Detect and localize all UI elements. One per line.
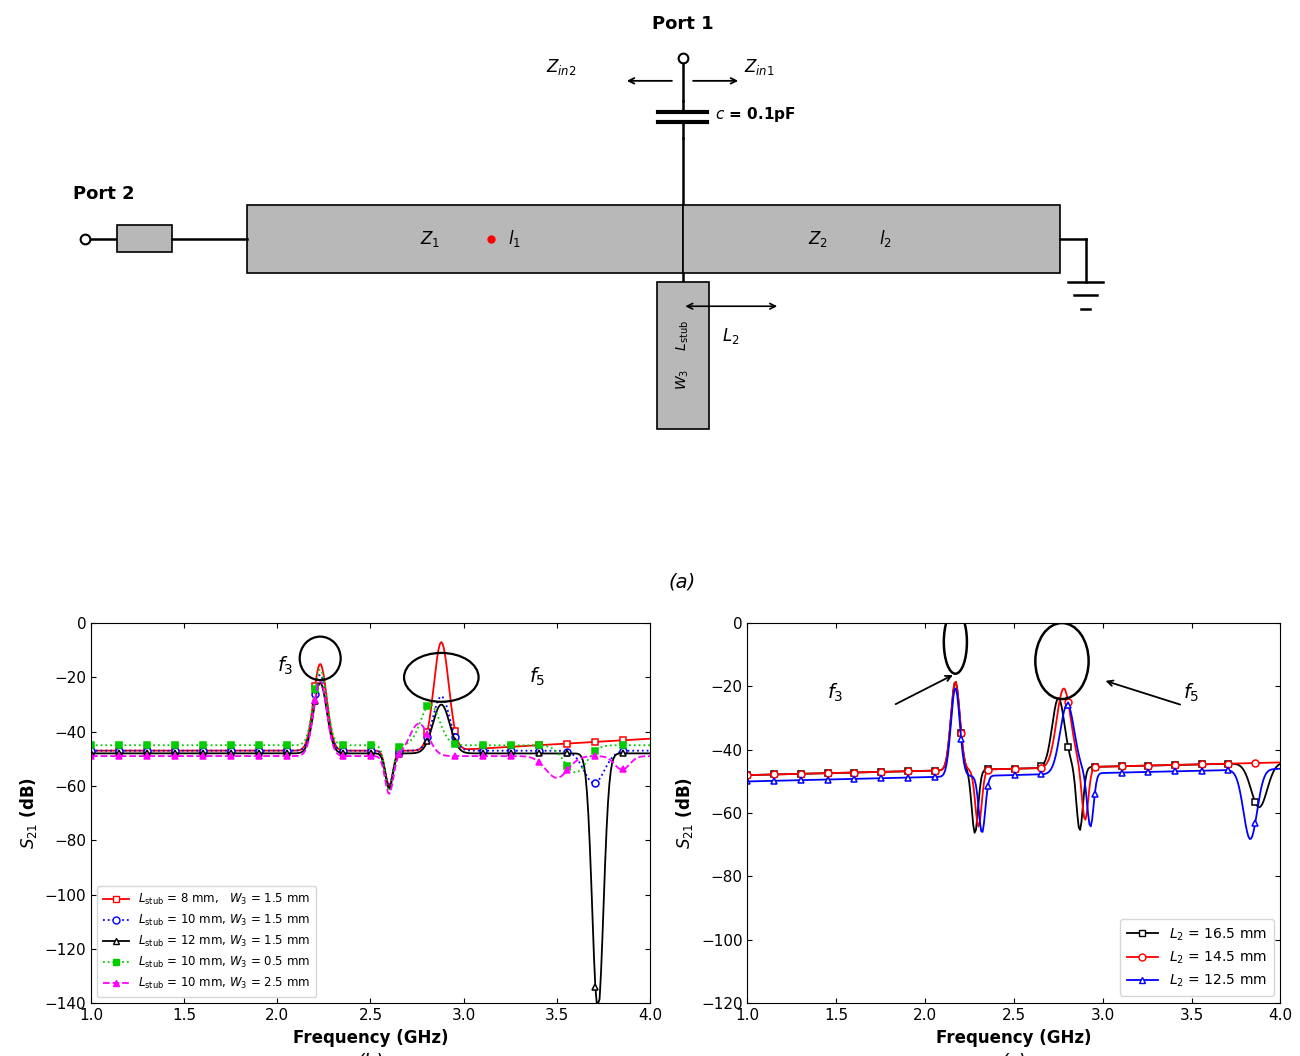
Text: $Z_1$: $Z_1$: [420, 229, 439, 249]
Bar: [682, 205, 1060, 272]
Bar: [117, 225, 172, 252]
Legend: $L_\mathrm{stub}$ = 8 mm,   $W_3$ = 1.5 mm, $L_\mathrm{stub}$ = 10 mm, $W_3$ = 1: $L_\mathrm{stub}$ = 8 mm, $W_3$ = 1.5 mm…: [98, 886, 316, 997]
Bar: [247, 205, 682, 272]
X-axis label: Frequency (GHz): Frequency (GHz): [936, 1029, 1092, 1046]
Text: $L_2$: $L_2$: [723, 326, 740, 345]
Legend: $L_2$ = 16.5 mm, $L_2$ = 14.5 mm, $L_2$ = 12.5 mm: $L_2$ = 16.5 mm, $L_2$ = 14.5 mm, $L_2$ …: [1121, 920, 1274, 996]
Text: $Z_{in2}$: $Z_{in2}$: [546, 57, 577, 77]
Text: Port 1: Port 1: [651, 15, 714, 34]
Text: (a): (a): [670, 572, 696, 591]
Text: $l_1$: $l_1$: [508, 228, 521, 249]
Text: Port 2: Port 2: [73, 185, 135, 203]
Text: $c$ = 0.1pF: $c$ = 0.1pF: [715, 105, 796, 124]
Text: (b): (b): [356, 1053, 385, 1056]
Y-axis label: $S_{21}$ (dB): $S_{21}$ (dB): [18, 777, 39, 849]
Text: $l_2$: $l_2$: [879, 228, 892, 249]
Bar: [656, 282, 708, 429]
Text: (c): (c): [1001, 1053, 1027, 1056]
Text: $Z_{in1}$: $Z_{in1}$: [744, 57, 775, 77]
Text: $f_5$: $f_5$: [529, 665, 545, 689]
Y-axis label: $S_{21}$ (dB): $S_{21}$ (dB): [675, 777, 696, 849]
Text: $f_5$: $f_5$: [1183, 682, 1199, 704]
Text: $Z_2$: $Z_2$: [809, 229, 828, 249]
X-axis label: Frequency (GHz): Frequency (GHz): [292, 1029, 448, 1046]
Text: $f_3$: $f_3$: [827, 682, 844, 704]
Text: $f_3$: $f_3$: [277, 655, 294, 677]
Text: $W_3$    $L_\mathrm{stub}$: $W_3$ $L_\mathrm{stub}$: [675, 320, 690, 391]
